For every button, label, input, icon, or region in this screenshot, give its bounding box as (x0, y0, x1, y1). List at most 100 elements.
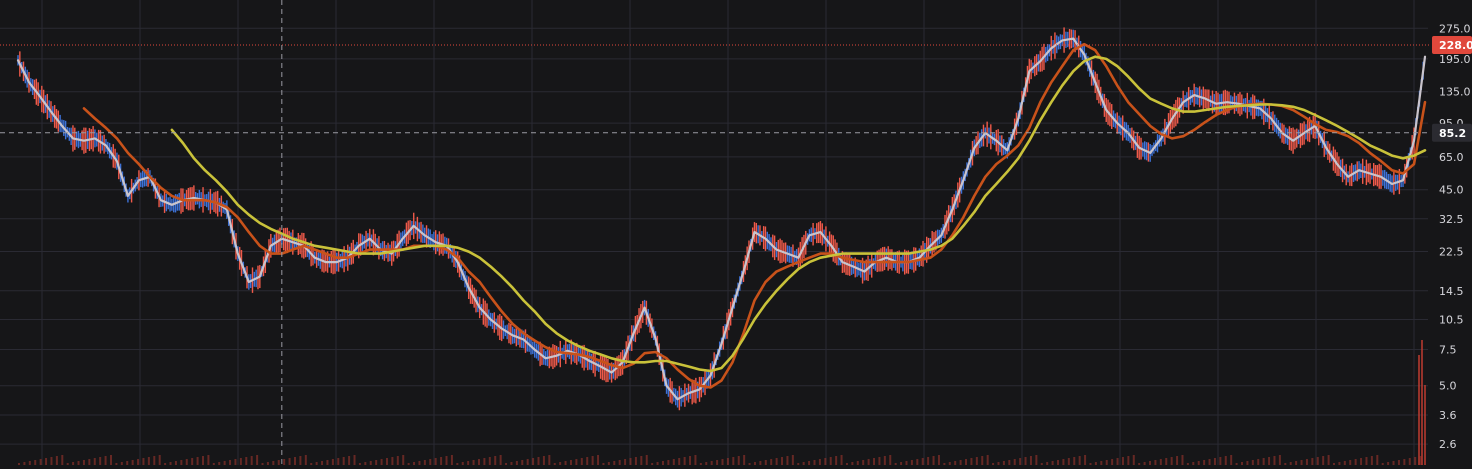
volume-bar (39, 459, 42, 465)
volume-bar (364, 462, 367, 465)
volume-bar (218, 462, 221, 465)
volume-bar (1333, 463, 1336, 465)
volume-bar (1289, 462, 1292, 465)
volume-bar (153, 456, 156, 465)
volume-bar (1203, 460, 1206, 465)
volume-bar (1235, 463, 1238, 465)
volume-bar (120, 462, 123, 465)
volume-bar (1208, 459, 1211, 465)
volume-bar (661, 461, 664, 465)
volume-bar (1132, 455, 1135, 465)
volume-bar (716, 460, 719, 465)
volume-bar (726, 458, 729, 465)
volume-bar (93, 458, 96, 465)
volume-bar (867, 459, 870, 465)
volume-bar (597, 455, 600, 465)
volume-bar (1192, 462, 1195, 465)
volume-bar (1365, 457, 1368, 465)
volume-bar (542, 456, 545, 465)
volume-bar (1257, 459, 1260, 465)
volume-bar (158, 455, 161, 465)
volume-bar (131, 460, 134, 465)
volume-bar (164, 463, 167, 465)
price-line (16, 37, 1427, 401)
volume-bar (1262, 458, 1265, 465)
volume-bar (699, 463, 702, 465)
volume-bar (288, 458, 291, 465)
volume-bar (943, 463, 946, 465)
volume-bar (1387, 462, 1390, 465)
volume-bar (391, 457, 394, 465)
volume-bar (759, 461, 762, 465)
volume-bar (883, 456, 886, 465)
volume-bar (965, 459, 968, 465)
volume-bar (1089, 463, 1092, 465)
volume-bar (1100, 461, 1103, 465)
volume-bar (180, 460, 183, 465)
y-tick-label: 195.0 (1439, 53, 1471, 66)
volume-bar (342, 457, 345, 465)
volume-bar (1230, 455, 1233, 465)
volume-bar (234, 459, 237, 465)
volume-bar (932, 456, 935, 465)
volume-bar (889, 455, 892, 465)
volume-bar (456, 463, 459, 465)
volume-bar (191, 458, 194, 465)
volume-bar (385, 458, 388, 465)
volume-bar (1295, 461, 1298, 465)
volume-bar (845, 463, 848, 465)
volume-bar (1143, 462, 1146, 465)
volume-bar (1278, 455, 1281, 465)
volume-bar (873, 458, 876, 465)
volume-bar (764, 460, 767, 465)
volume-bar (672, 459, 675, 465)
volume-bar (505, 463, 508, 465)
volume-bar (434, 458, 437, 465)
volume-bar (494, 456, 497, 465)
volume-bar (829, 457, 832, 465)
volume-bar (55, 456, 58, 465)
y-tick-label: 45.0 (1439, 184, 1464, 197)
series-lines (16, 37, 1427, 401)
volume-bar (1062, 459, 1065, 465)
volume-bar (174, 461, 177, 465)
volume-bar (743, 455, 746, 465)
volume-bar (900, 462, 903, 465)
volume-bar (602, 463, 605, 465)
volume-bar (88, 459, 91, 465)
volume-bar (856, 461, 859, 465)
volume-bar (45, 458, 48, 465)
volume-bar (613, 461, 616, 465)
volume-bar (1040, 463, 1043, 465)
volume-bar (1338, 462, 1341, 465)
volume-bar (916, 459, 919, 465)
volume-bar (975, 457, 978, 465)
y-tick-label: 32.5 (1439, 213, 1464, 226)
volume-bar (629, 458, 632, 465)
volume-bar (510, 462, 513, 465)
volume-bar (299, 456, 302, 465)
volume-bar (737, 456, 740, 465)
volume-bar (321, 461, 324, 465)
volume-bar (526, 459, 529, 465)
volume-bar (1181, 455, 1184, 465)
volume-bar (813, 460, 816, 465)
volume-bar (721, 459, 724, 465)
volume-bar (1414, 457, 1417, 465)
volume-bar (835, 456, 838, 465)
volume-bar (537, 457, 540, 465)
volume-bar (521, 460, 524, 465)
volume-bar (791, 455, 794, 465)
volume-bar (461, 462, 464, 465)
current-price-badge (1432, 35, 1472, 54)
volume-bar (50, 457, 53, 465)
volume-bar (1408, 458, 1411, 465)
volume-bar (818, 459, 821, 465)
price-axis[interactable]: 275.0195.0135.095.065.045.032.522.514.51… (1432, 22, 1472, 451)
y-tick-label: 10.5 (1439, 314, 1464, 327)
volume-bar (1105, 460, 1108, 465)
volume-bar (732, 457, 735, 465)
